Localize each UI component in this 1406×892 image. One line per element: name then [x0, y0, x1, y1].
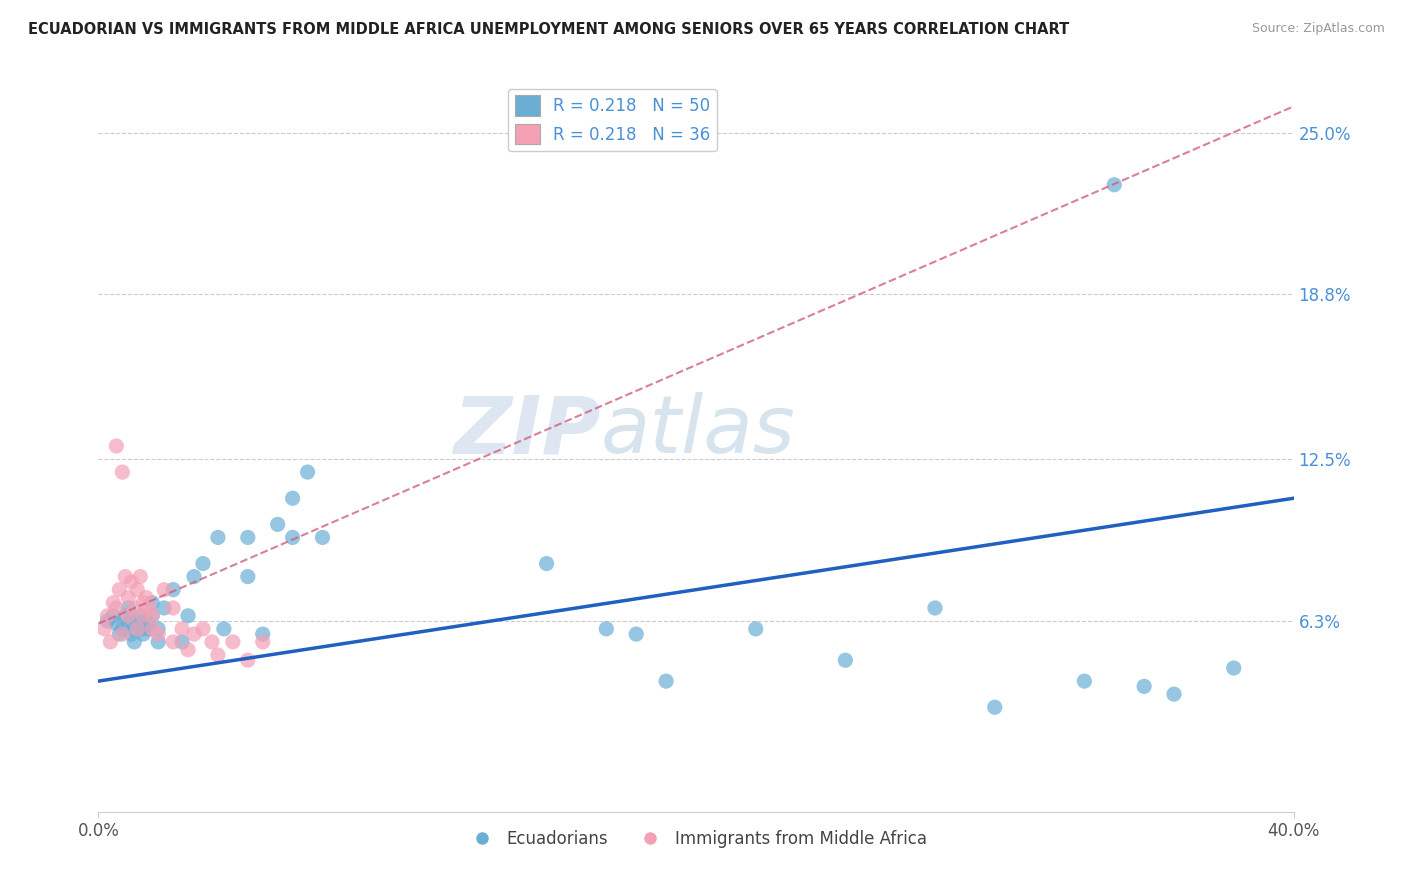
Point	[93, 622, 115, 636]
Point	[191, 557, 214, 571]
Point	[222, 635, 245, 649]
Point	[148, 627, 170, 641]
Text: Source: ZipAtlas.com: Source: ZipAtlas.com	[1251, 22, 1385, 36]
Point	[138, 622, 160, 636]
Point	[172, 622, 194, 636]
Point	[108, 582, 131, 597]
Point	[127, 582, 149, 597]
Point	[129, 569, 152, 583]
Point	[177, 642, 200, 657]
Point	[311, 530, 333, 544]
Point	[191, 622, 214, 636]
Point	[183, 627, 205, 641]
Point	[148, 635, 170, 649]
Point	[148, 622, 170, 636]
Point	[212, 622, 235, 636]
Point	[141, 608, 163, 623]
Point	[105, 439, 128, 453]
Point	[141, 596, 163, 610]
Point	[153, 582, 176, 597]
Point	[141, 608, 163, 623]
Point	[117, 601, 139, 615]
Point	[105, 601, 128, 615]
Point	[1223, 661, 1246, 675]
Point	[117, 616, 139, 631]
Point	[105, 616, 128, 631]
Point	[127, 622, 149, 636]
Point	[141, 622, 163, 636]
Point	[108, 627, 131, 641]
Point	[132, 608, 155, 623]
Point	[297, 465, 319, 479]
Point	[267, 517, 290, 532]
Point	[1163, 687, 1185, 701]
Point	[138, 601, 160, 615]
Point	[111, 627, 134, 641]
Point	[236, 653, 259, 667]
Point	[117, 608, 139, 623]
Point	[127, 614, 149, 628]
Point	[207, 648, 229, 662]
Point	[595, 622, 617, 636]
Point	[111, 465, 134, 479]
Point	[96, 608, 118, 623]
Point	[135, 591, 157, 605]
Point	[177, 608, 200, 623]
Point	[162, 582, 184, 597]
Point	[252, 635, 274, 649]
Text: atlas: atlas	[600, 392, 796, 470]
Point	[124, 622, 146, 636]
Point	[236, 530, 259, 544]
Point	[207, 530, 229, 544]
Point	[124, 635, 146, 649]
Point	[626, 627, 648, 641]
Text: ECUADORIAN VS IMMIGRANTS FROM MIDDLE AFRICA UNEMPLOYMENT AMONG SENIORS OVER 65 Y: ECUADORIAN VS IMMIGRANTS FROM MIDDLE AFR…	[28, 22, 1070, 37]
Point	[129, 608, 152, 623]
Point	[162, 635, 184, 649]
Point	[281, 530, 304, 544]
Point	[834, 653, 856, 667]
Point	[117, 591, 139, 605]
Point	[1133, 679, 1156, 693]
Point	[103, 608, 125, 623]
Point	[103, 596, 125, 610]
Point	[120, 627, 142, 641]
Point	[96, 614, 118, 628]
Point	[114, 569, 136, 583]
Point	[114, 608, 136, 623]
Point	[132, 596, 155, 610]
Point	[132, 622, 155, 636]
Point	[132, 627, 155, 641]
Point	[153, 601, 176, 615]
Point	[201, 635, 224, 649]
Point	[1104, 178, 1126, 192]
Point	[281, 491, 304, 506]
Text: ZIP: ZIP	[453, 392, 600, 470]
Point	[172, 635, 194, 649]
Point	[183, 569, 205, 583]
Point	[745, 622, 768, 636]
Point	[252, 627, 274, 641]
Legend: Ecuadorians, Immigrants from Middle Africa: Ecuadorians, Immigrants from Middle Afri…	[458, 823, 934, 855]
Point	[1073, 674, 1095, 689]
Point	[135, 614, 157, 628]
Point	[98, 635, 122, 649]
Point	[124, 601, 146, 615]
Point	[111, 622, 134, 636]
Point	[924, 601, 946, 615]
Point	[655, 674, 678, 689]
Point	[984, 700, 1007, 714]
Point	[236, 569, 259, 583]
Point	[162, 601, 184, 615]
Point	[536, 557, 558, 571]
Point	[120, 574, 142, 589]
